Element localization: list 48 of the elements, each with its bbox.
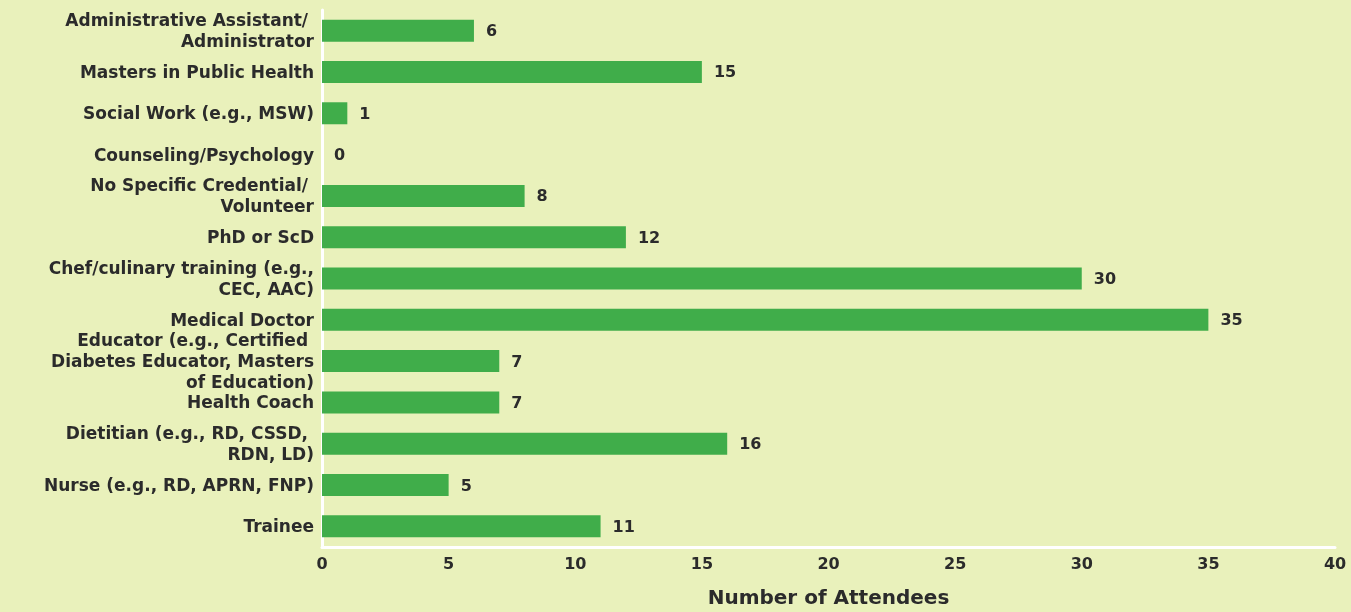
data-label: 30	[1093, 269, 1117, 288]
data-label: 6	[485, 21, 498, 41]
data-label: 35	[1220, 310, 1243, 330]
data-label: 16	[739, 434, 762, 454]
y-tick-label: Health Coach	[186, 392, 314, 413]
data-label: 8	[536, 186, 548, 206]
data-label: 0	[334, 145, 346, 165]
y-tick-label: Administrative Assistant/ Administrator	[65, 10, 315, 52]
bar	[322, 474, 449, 497]
bar	[322, 432, 728, 455]
x-tick-label: 15	[690, 553, 714, 573]
x-tick-label: 30	[1070, 553, 1093, 573]
bar	[322, 308, 1209, 331]
x-tick-label: 40	[1323, 553, 1347, 573]
bar	[322, 391, 500, 414]
data-label: 7	[511, 351, 523, 371]
data-label: 15	[713, 62, 737, 82]
bar	[322, 19, 474, 42]
x-tick-label: 5	[443, 553, 455, 573]
x-tick-label: 20	[817, 553, 840, 573]
data-label: 7	[511, 392, 523, 412]
bar	[322, 226, 626, 249]
y-tick-label: Social Work (e.g., MSW)	[83, 103, 314, 124]
y-tick-label: No Specific Credential/ Volunteer	[90, 175, 315, 217]
data-label: 11	[612, 516, 635, 536]
y-tick-label: Medical Doctor	[170, 309, 315, 330]
x-tick-label: 10	[564, 553, 587, 573]
data-label: 1	[359, 103, 371, 123]
y-tick-label: PhD or ScD	[206, 227, 314, 248]
bar	[322, 60, 702, 83]
y-tick-label: Chef/culinary training (e.g., CEC, AAC)	[48, 258, 314, 299]
y-tick-label: Educator (e.g., Certified Diabetes Educator, Masters of Education)	[51, 330, 314, 393]
y-tick-label: Nurse (e.g., RD, APRN, FNP)	[44, 475, 314, 496]
y-tick-label: Counseling/Psychology	[93, 144, 314, 165]
y-tick-label: Trainee	[243, 516, 314, 537]
data-label: 12	[637, 227, 661, 247]
x-tick-label: 35	[1197, 553, 1220, 573]
bar	[322, 267, 1082, 290]
y-tick-label: Masters in Public Health	[79, 61, 314, 82]
bar	[322, 184, 525, 207]
data-label: 5	[460, 475, 472, 495]
bar	[322, 515, 601, 538]
bar	[322, 350, 500, 373]
x-axis-title: Number of Attendees	[707, 585, 950, 609]
x-tick-label: 0	[316, 553, 328, 573]
bar	[322, 102, 348, 125]
x-tick-label: 25	[943, 553, 967, 573]
y-tick-label: Dietitian (e.g., RD, CSSD, RDN, LD)	[65, 423, 314, 465]
